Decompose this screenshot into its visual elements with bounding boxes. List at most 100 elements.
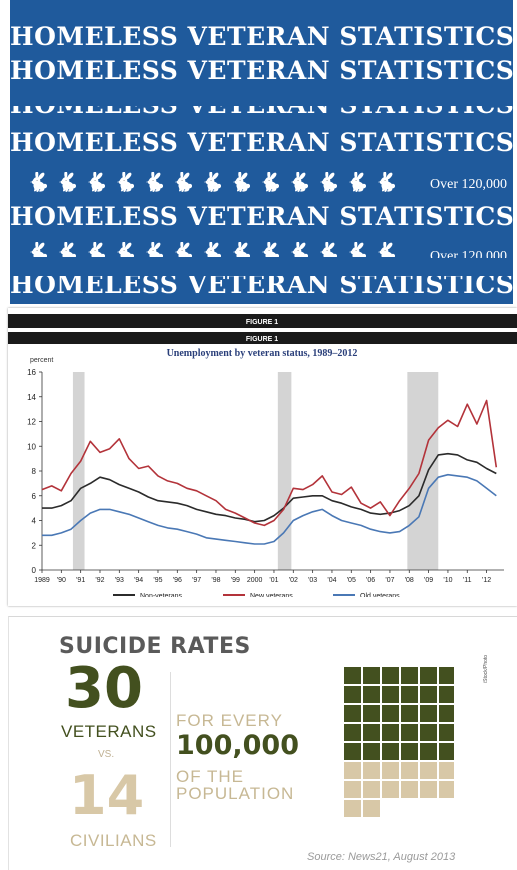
rabbit-icon: 🐇 [113, 242, 138, 257]
rabbit-icon: 🐇 [287, 172, 312, 193]
veteran-square [382, 667, 399, 684]
veteran-square [382, 705, 399, 722]
for-every-label: FOR EVERY [176, 711, 283, 730]
veteran-square [363, 705, 380, 722]
x-tick-label: '94 [134, 577, 143, 584]
veteran-square [344, 686, 361, 703]
rabbit-icon: 🐇 [142, 172, 167, 193]
veteran-square [401, 743, 418, 760]
x-tick-label: 1989 [34, 577, 50, 584]
banner-heading: HOMELESS VETERAN STATISTICS [10, 128, 513, 157]
y-tick-label: 12 [27, 418, 36, 427]
rabbit-icon-row: 🐇 🐇 🐇 🐇 🐇 🐇 🐇 🐇 🐇 🐇 🐇 🐇 🐇 [24, 242, 401, 257]
veterans-number: 30 [65, 656, 143, 721]
rabbit-icon: 🐇 [113, 172, 138, 193]
civilian-square [420, 762, 437, 779]
y-tick-label: 14 [27, 393, 36, 402]
veteran-square [401, 705, 418, 722]
rabbit-icon: 🐇 [229, 172, 254, 193]
photo-credit: iStock/Photo [483, 655, 489, 683]
rabbit-icon: 🐇 [84, 242, 109, 257]
plot-area: 0 2 4 6 8 10 12 14 16 1989 '90 '91 '92 '93 '94 '95 '96 '9… [8, 368, 517, 606]
y-tick-label: 6 [32, 492, 37, 501]
civilians-number: 14 [69, 764, 145, 827]
civilian-square [363, 781, 380, 798]
figure-label: FIGURE 1 [246, 319, 278, 326]
svg-text:iStock/Photo: iStock/Photo [483, 655, 489, 683]
x-tick-label: '09 [424, 577, 433, 584]
veteran-square [344, 667, 361, 684]
veterans-label: VETERANS [61, 722, 157, 741]
x-tick-label: '01 [269, 577, 278, 584]
x-tick-label: '11 [463, 577, 472, 584]
rabbit-icon: 🐇 [55, 242, 80, 257]
rabbit-icon: 🐇 [26, 242, 51, 257]
veteran-square [420, 705, 437, 722]
recession-band [277, 372, 292, 570]
of-the-label: OF THE [176, 767, 245, 786]
rabbit-icon: 🐇 [316, 242, 341, 257]
rabbit-icon: 🐇 [200, 242, 225, 257]
y-tick-label: 16 [27, 368, 36, 377]
rabbit-icon: 🐇 [55, 172, 80, 193]
civilian-square [401, 781, 418, 798]
veteran-square [439, 667, 454, 684]
veteran-square [420, 686, 437, 703]
rabbit-icon: 🐇 [345, 242, 370, 257]
banner-heading: HOMELESS VETERAN STATISTICS [10, 22, 513, 51]
veteran-square [420, 667, 437, 684]
source-note: Source: News21, August 2013 [307, 851, 456, 863]
figure-bar [8, 314, 517, 328]
unemployment-chart: FIGURE 1 FIGURE 1 Unemployment by vetera… [8, 308, 517, 606]
x-tick-label: '96 [173, 577, 182, 584]
veteran-square [401, 667, 418, 684]
recession-band [407, 372, 439, 570]
x-tick-label: '10 [443, 577, 452, 584]
chart-title: Unemployment by veteran status, 1989–201… [167, 348, 358, 359]
y-axis-label: percent [30, 357, 53, 364]
rabbit-icon: 🐇 [229, 242, 254, 257]
veteran-square [363, 743, 380, 760]
rabbit-icon: 🐇 [374, 172, 399, 193]
waffle-grid [344, 667, 454, 817]
x-tick-label: '02 [289, 577, 298, 584]
chart-bottom-crop [8, 597, 517, 606]
legend-label: New veterans [250, 593, 293, 600]
y-tick-label: 4 [32, 517, 37, 526]
series-line-new-veterans [41, 399, 498, 527]
rabbit-icon: 🐇 [374, 242, 399, 257]
banner-heading-partial: HOMELESS VETERAN STATISTICS [10, 276, 513, 299]
series-line-non-veterans [42, 452, 497, 523]
x-tick-label: 2000 [247, 577, 263, 584]
y-tick-label: 8 [32, 467, 37, 476]
veteran-square [401, 724, 418, 741]
y-tick-label: 10 [27, 442, 36, 451]
veteran-square [344, 743, 361, 760]
x-tick-label: '97 [192, 577, 201, 584]
x-tick-label: '91 [76, 577, 85, 584]
x-tick-label: '99 [231, 577, 240, 584]
x-tick-label: '92 [95, 577, 104, 584]
figure-bar-2 [8, 332, 517, 344]
civilian-square [363, 762, 380, 779]
veteran-square [382, 743, 399, 760]
banner-heading: HOMELESS VETERAN STATISTICS [10, 56, 513, 85]
x-tick-label: '05 [347, 577, 356, 584]
veteran-square [439, 724, 454, 741]
x-tick-label: '90 [57, 577, 66, 584]
x-tick-label: '03 [308, 577, 317, 584]
population-number: 100,000 [176, 730, 299, 761]
x-tick-label: '06 [366, 577, 375, 584]
civilian-square [439, 781, 454, 798]
rabbit-icon: 🐇 [316, 172, 341, 193]
rabbit-icon: 🐇 [258, 172, 283, 193]
figure-label-2: FIGURE 1 [246, 336, 278, 343]
x-tick-label: '04 [327, 577, 336, 584]
rabbit-icon: 🐇 [171, 242, 196, 257]
banner-heading-partial: HOMELESS VETERAN STATISTICS [10, 106, 513, 120]
veteran-square [363, 667, 380, 684]
legend-label: Old veterans [360, 593, 400, 600]
x-tick-label: '08 [405, 577, 414, 584]
civilian-square [439, 762, 454, 779]
suicide-rates-panel: SUICIDE RATES 30 VETERANS VS. 14 CIVILIA… [8, 616, 517, 870]
